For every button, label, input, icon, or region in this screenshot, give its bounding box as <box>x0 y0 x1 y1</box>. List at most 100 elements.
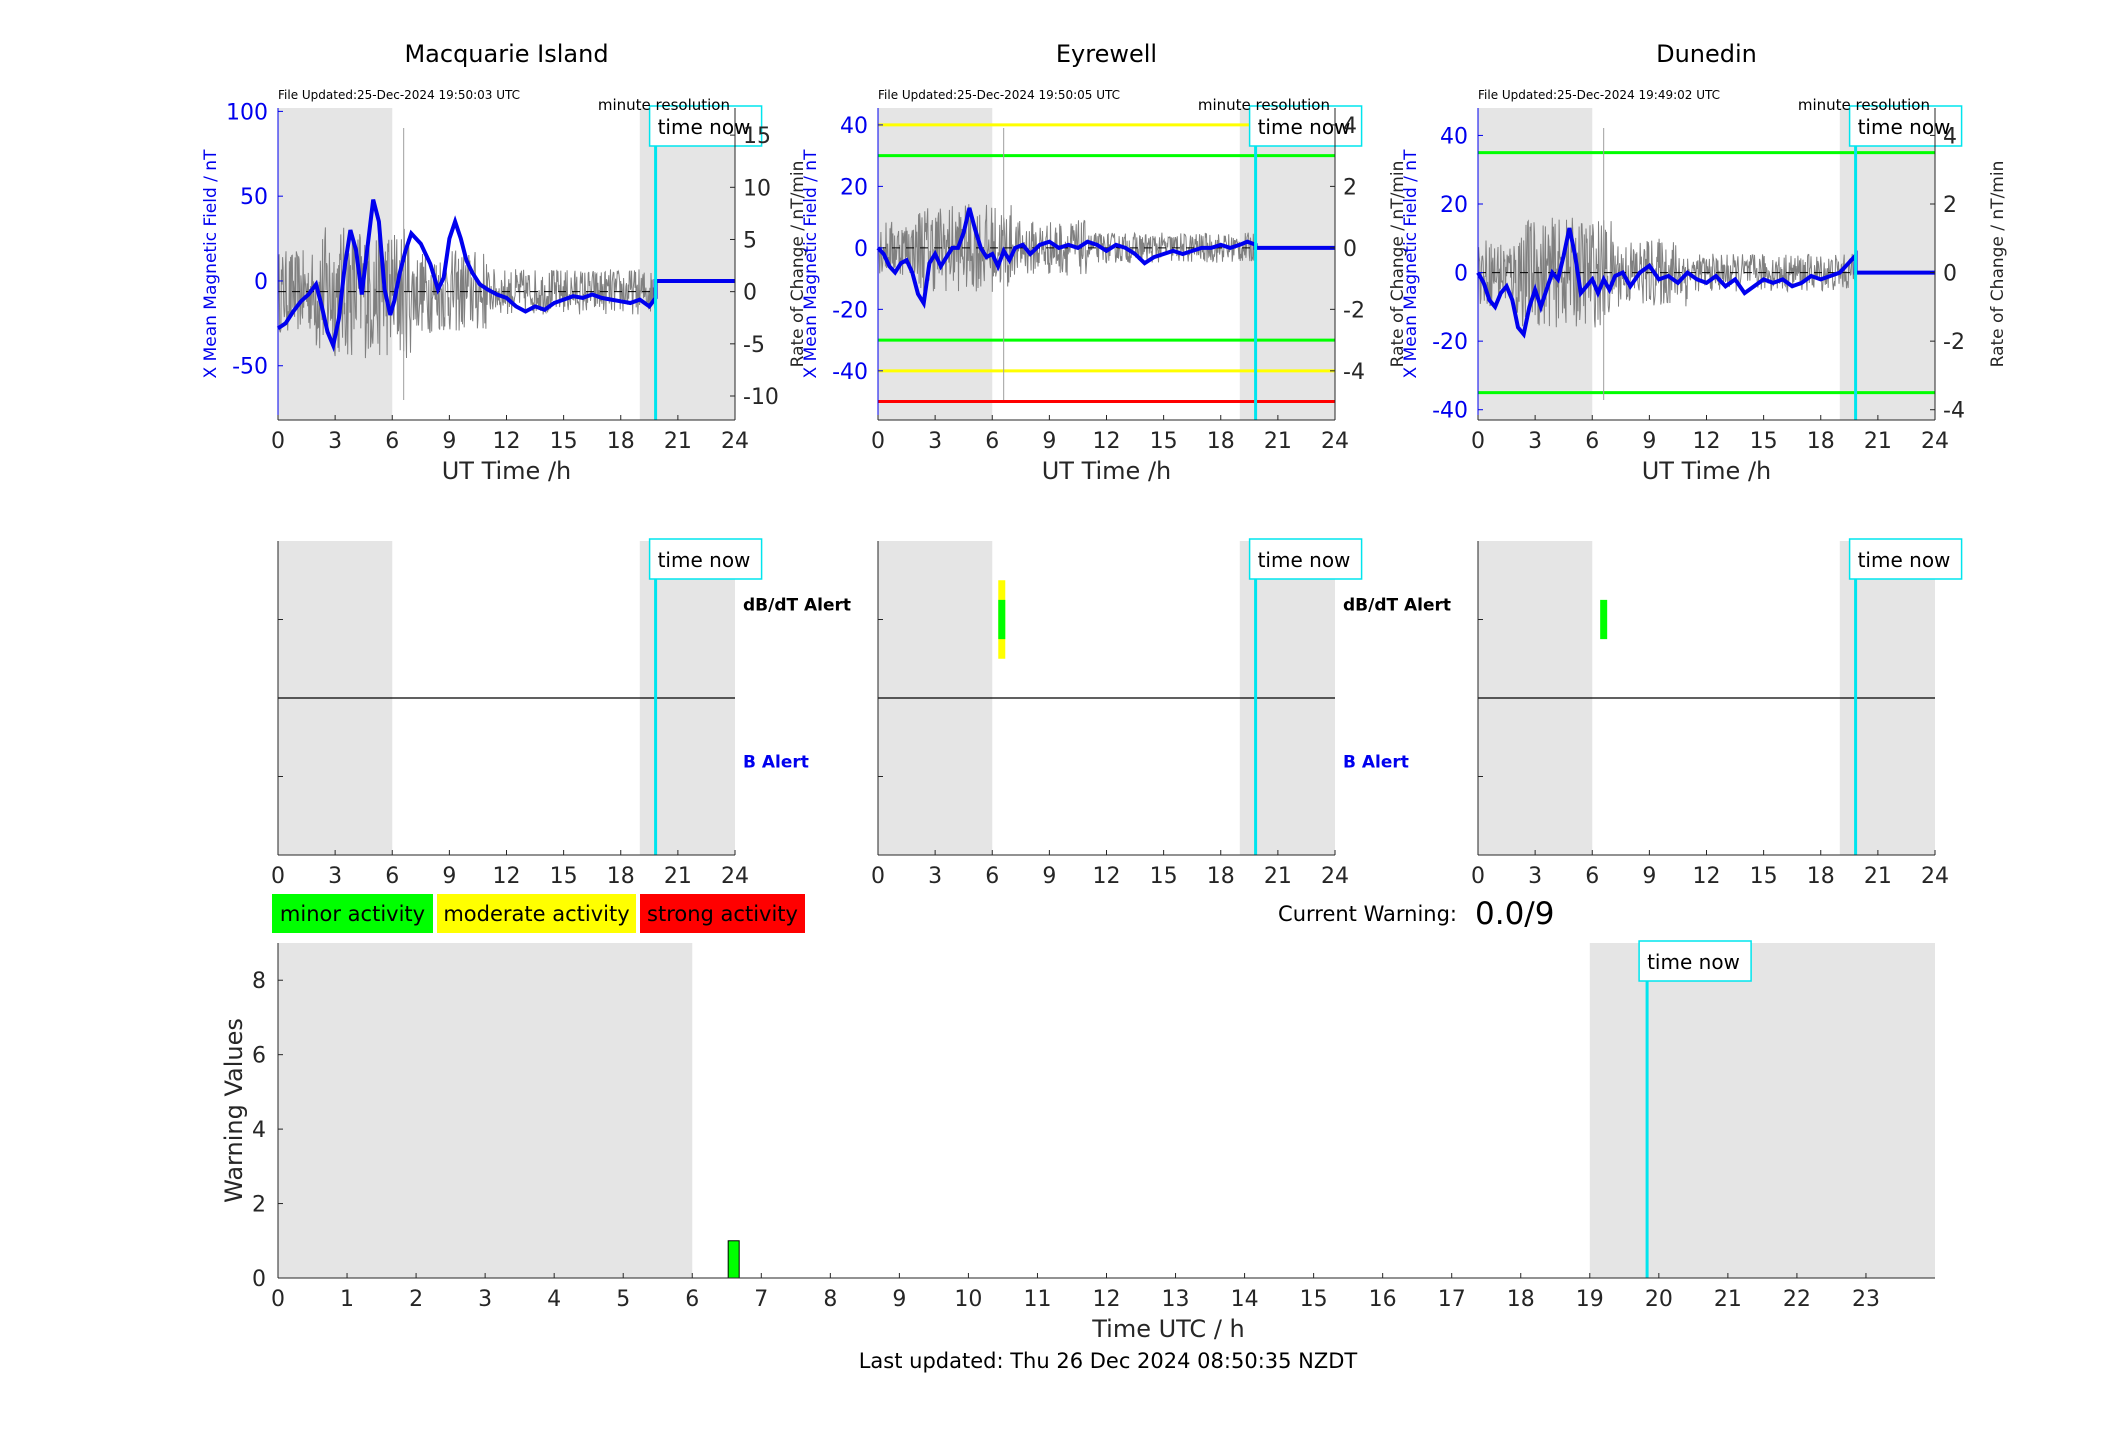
x-tick-label: 9 <box>442 864 456 889</box>
y-tick-label: -20 <box>1432 330 1468 355</box>
time-now-box <box>1248 105 1363 147</box>
x-tick-label: 12 <box>493 429 521 454</box>
y2-tick-label: 5 <box>743 228 757 253</box>
y-axis-label: X Mean Magnetic Field / nT <box>801 149 821 379</box>
x-tick-label: 15 <box>1150 429 1178 454</box>
resolution-text: minute resolution <box>1798 96 1930 114</box>
x-tick-label: 14 <box>1231 1287 1259 1312</box>
y2-tick-label: 0 <box>743 281 757 306</box>
x-tick-label: 15 <box>1750 864 1778 889</box>
y-axis-label: X Mean Magnetic Field / nT <box>201 149 221 379</box>
x-tick-label: 15 <box>550 429 578 454</box>
mean-field-line <box>1476 227 1935 339</box>
y2-tick-label: -5 <box>743 333 765 358</box>
x-tick-label: 21 <box>1264 864 1292 889</box>
file-updated-text: File Updated:25-Dec-2024 19:50:03 UTC <box>278 88 520 102</box>
y-tick-label: -50 <box>232 355 268 380</box>
x-tick-label: 6 <box>385 429 399 454</box>
file-updated-text: File Updated:25-Dec-2024 19:49:02 UTC <box>1478 88 1720 102</box>
y2-tick-label: 4 <box>1343 114 1357 139</box>
legend-swatch <box>272 894 433 933</box>
x-tick-label: 12 <box>1093 429 1121 454</box>
y-axis-label: Warning Values <box>220 1018 248 1203</box>
time-now-label: time now <box>1858 548 1951 572</box>
x-tick-label: 18 <box>1807 429 1835 454</box>
y2-tick-label: -10 <box>743 385 779 410</box>
y2-tick-label: 2 <box>1943 193 1957 218</box>
x-tick-label: 12 <box>1093 1287 1121 1312</box>
y2-tick-label: -4 <box>1343 360 1365 385</box>
y2-tick-label: 2 <box>1343 175 1357 200</box>
b-alert-label: B Alert <box>1343 753 1409 773</box>
x-tick-label: 7 <box>754 1287 768 1312</box>
y-axis-label: X Mean Magnetic Field / nT <box>1401 149 1421 379</box>
legend-label: moderate activity <box>443 902 629 926</box>
legend-swatch <box>437 894 636 933</box>
x-tick-label: 18 <box>607 864 635 889</box>
x-tick-label: 6 <box>1585 429 1599 454</box>
y-tick-label: 0 <box>1454 262 1468 287</box>
night-shade <box>1589 943 1935 1278</box>
y-tick-label: 0 <box>254 270 268 295</box>
y-tick-label: 0 <box>252 1267 266 1292</box>
legend-label: strong activity <box>647 902 798 926</box>
y-tick-label: 50 <box>240 185 268 210</box>
x-tick-label: 3 <box>928 429 942 454</box>
y2-tick-label: -2 <box>1943 330 1965 355</box>
y2-tick-label: -4 <box>1943 399 1965 424</box>
y-tick-label: 20 <box>840 175 868 200</box>
y-tick-label: 2 <box>252 1193 266 1218</box>
time-now-label: time now <box>1258 115 1351 139</box>
x-tick-label: 18 <box>1207 429 1235 454</box>
x-tick-label: 10 <box>954 1287 982 1312</box>
x-tick-label: 21 <box>1864 429 1892 454</box>
x-tick-label: 9 <box>1042 429 1056 454</box>
y-tick-label: 40 <box>1440 124 1468 149</box>
y2-tick-label: 4 <box>1943 124 1957 149</box>
x-tick-label: 20 <box>1645 1287 1673 1312</box>
y-tick-label: 40 <box>840 114 868 139</box>
y-tick-label: 0 <box>854 237 868 262</box>
y2-axis-label: Rate of Change / nT/min <box>1988 161 2008 368</box>
x-tick-label: 18 <box>607 429 635 454</box>
file-updated-text: File Updated:25-Dec-2024 19:50:05 UTC <box>878 88 1120 102</box>
x-tick-label: 6 <box>1585 864 1599 889</box>
y-tick-label: 6 <box>252 1044 266 1069</box>
x-tick-label: 16 <box>1369 1287 1397 1312</box>
y-tick-label: 100 <box>226 100 268 125</box>
legend-swatch <box>640 894 805 933</box>
x-tick-label: 24 <box>721 864 749 889</box>
legend-label: minor activity <box>280 902 425 926</box>
time-now-box <box>1638 940 1752 982</box>
y-tick-label: -40 <box>1432 399 1468 424</box>
time-now-label: time now <box>658 115 751 139</box>
x-tick-label: 12 <box>493 864 521 889</box>
alert-panel-3: time now 0 3 6 9 12 15 18 21 24 <box>1471 538 1963 889</box>
x-axis-label: UT Time /h <box>1642 457 1772 485</box>
x-tick-label: 22 <box>1783 1287 1811 1312</box>
time-now-box <box>648 538 763 580</box>
x-tick-label: 12 <box>1093 864 1121 889</box>
dbdt-alert-label: dB/dT Alert <box>1343 596 1451 616</box>
mean-field-line <box>876 207 1335 309</box>
night-shade <box>639 108 735 420</box>
mean-field-line <box>276 199 735 353</box>
dbdt-alert-label: dB/dT Alert <box>743 596 851 616</box>
x-tick-label: 21 <box>1264 429 1292 454</box>
y2-tick-label: 15 <box>743 124 771 149</box>
y2-axis-label: Rate of Change / nT/min <box>788 161 808 368</box>
y2-tick-label: 0 <box>1943 262 1957 287</box>
y-tick-label: -40 <box>832 360 868 385</box>
resolution-text: minute resolution <box>1198 96 1330 114</box>
x-tick-label: 21 <box>1714 1287 1742 1312</box>
x-tick-label: 3 <box>478 1287 492 1312</box>
x-tick-label: 6 <box>985 429 999 454</box>
x-tick-label: 24 <box>721 429 749 454</box>
resolution-text: minute resolution <box>598 96 730 114</box>
time-now-box <box>648 105 763 147</box>
warning-bar <box>727 1240 740 1279</box>
y-tick-label: 4 <box>252 1118 266 1143</box>
activity-legend: minor activity moderate activity strong ac… <box>272 894 805 933</box>
x-tick-label: 21 <box>664 864 692 889</box>
